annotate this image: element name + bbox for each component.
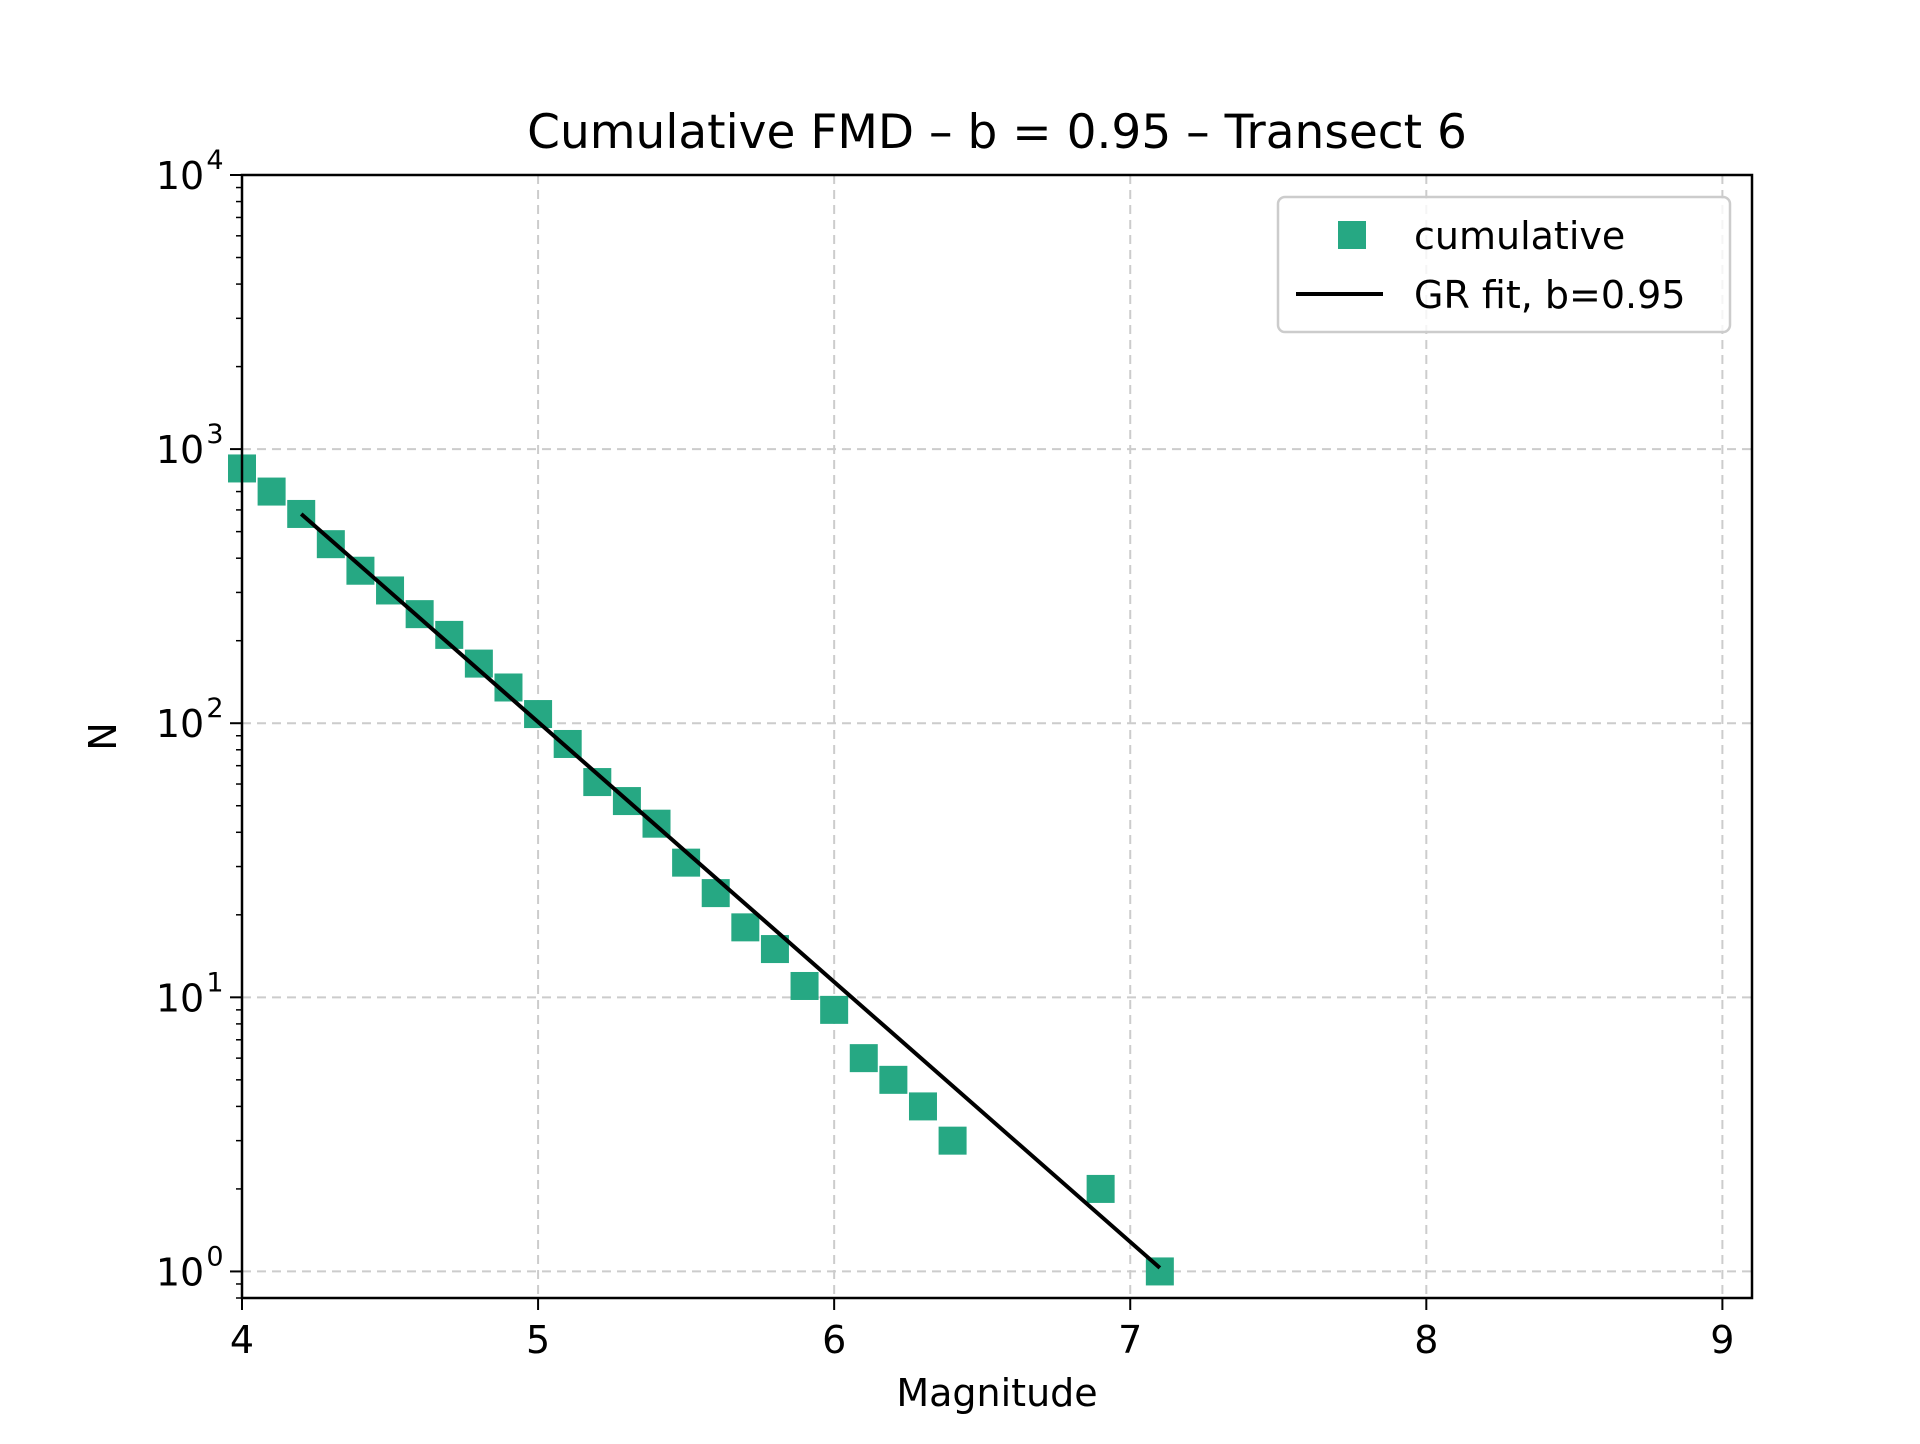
x-tick-label: 4 [230,1318,254,1362]
legend-label-gr-fit: GR fit, b=0.95 [1414,273,1686,317]
data-point [879,1065,908,1094]
y-tick-label: 10 [156,428,204,472]
x-tick-label: 5 [526,1318,550,1362]
plot-frame [240,173,1754,1300]
y-tick-label: 10 [156,1250,204,1294]
legend-label-cumulative: cumulative [1414,214,1625,258]
y-tick-exponent: 4 [206,145,223,176]
y-tick-exponent: 3 [206,419,223,450]
legend-marker-cumulative [1338,221,1366,249]
y-tick-exponent: 1 [206,967,223,998]
x-tick-label: 8 [1414,1318,1438,1362]
major-ticks [230,174,1724,1310]
series-layer [228,454,1174,1286]
legend: cumulative GR fit, b=0.95 [1276,195,1732,334]
x-axis-label: Magnitude [896,1371,1097,1415]
x-tick-label: 7 [1118,1318,1142,1362]
data-point [938,1126,967,1155]
gr-fit-line [299,512,1162,1270]
data-point [701,879,730,908]
y-tick-label: 10 [156,154,204,198]
data-point [908,1092,937,1121]
data-point [257,477,286,506]
data-point [731,913,760,942]
data-point [405,600,434,629]
data-point [316,530,345,559]
x-tick-label: 9 [1710,1318,1734,1362]
x-tick-labels: 4 5 6 7 8 9 [230,1318,1735,1362]
y-tick-label: 10 [156,702,204,746]
data-point [346,556,375,585]
data-point [849,1044,878,1073]
legend-box [1276,195,1732,334]
x-tick-label: 6 [822,1318,846,1362]
y-tick-exponent: 0 [206,1241,223,1272]
grid [241,174,1752,1298]
data-point [553,729,582,758]
data-point [820,995,849,1024]
y-tick-exponent: 2 [206,693,223,724]
y-tick-label: 10 [156,976,204,1020]
data-point [790,971,819,1000]
y-axis-label: N [81,722,125,750]
data-point [1086,1174,1115,1203]
chart-title: Cumulative FMD – b = 0.95 – Transect 6 [527,105,1467,160]
